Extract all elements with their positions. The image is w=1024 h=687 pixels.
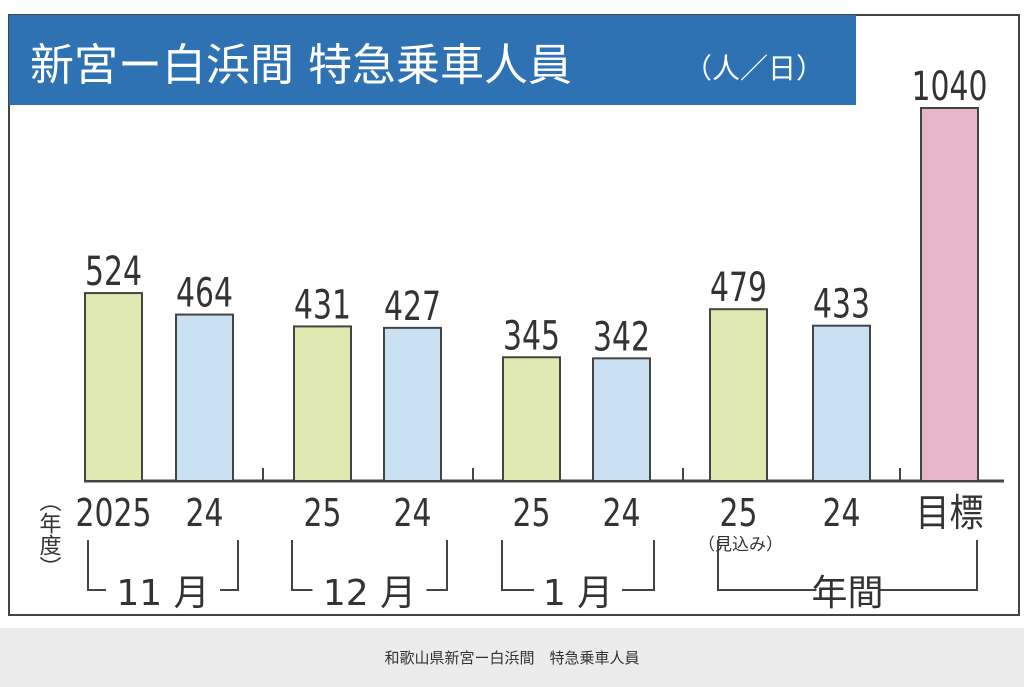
category-label: 25 [513,491,551,535]
category-label: 24 [186,491,224,535]
figure-caption: 和歌山県新宮ー白浜間 特急乗車人員 [0,628,1024,687]
value-label: 431 [294,282,351,328]
category-label: 25 [720,491,758,535]
chart: 新宮ー白浜間 特急乗車人員 （人／日） （年度） 524 2025 464 24 431… [8,14,1020,616]
group-bracket [622,540,655,591]
category-label: 25 [304,491,342,535]
group-bracket [717,540,817,591]
value-label: 479 [710,265,767,311]
value-label: 464 [176,271,233,317]
group-bracket [501,540,534,591]
bar [84,292,143,483]
bar [175,313,234,483]
category-label: 2025 [76,491,152,535]
value-label: 1040 [912,64,988,110]
bar [383,326,442,482]
value-label: 342 [593,314,650,360]
group-bracket [291,540,313,591]
bar [812,324,871,482]
group-bracket [220,540,239,591]
group-label: 年間 [811,573,883,614]
bar [920,107,979,482]
category-note: （見込み） [698,535,783,555]
group-label: 11 月 [116,573,209,614]
bar [502,356,561,483]
category-label: 24 [603,491,641,535]
group-bracket [87,540,106,591]
title-banner [9,15,856,105]
bar [293,325,352,482]
group-bracket [878,540,978,591]
value-label: 345 [503,313,560,359]
bar [592,357,651,483]
group-label: 12 月 [323,573,416,614]
category-label: 24 [394,491,432,535]
category-label: 目標 [916,491,984,535]
year-axis-label: （年度） [36,490,62,578]
group-bracket [426,540,448,591]
category-label: 24 [823,491,861,535]
group-label: 1 月 [543,573,613,614]
chart-unit: （人／日） [684,52,824,85]
bar [709,308,768,482]
chart-title: 新宮ー白浜間 特急乗車人員 [30,40,572,91]
value-label: 433 [813,282,870,328]
value-label: 427 [384,284,441,330]
value-label: 524 [85,249,142,295]
